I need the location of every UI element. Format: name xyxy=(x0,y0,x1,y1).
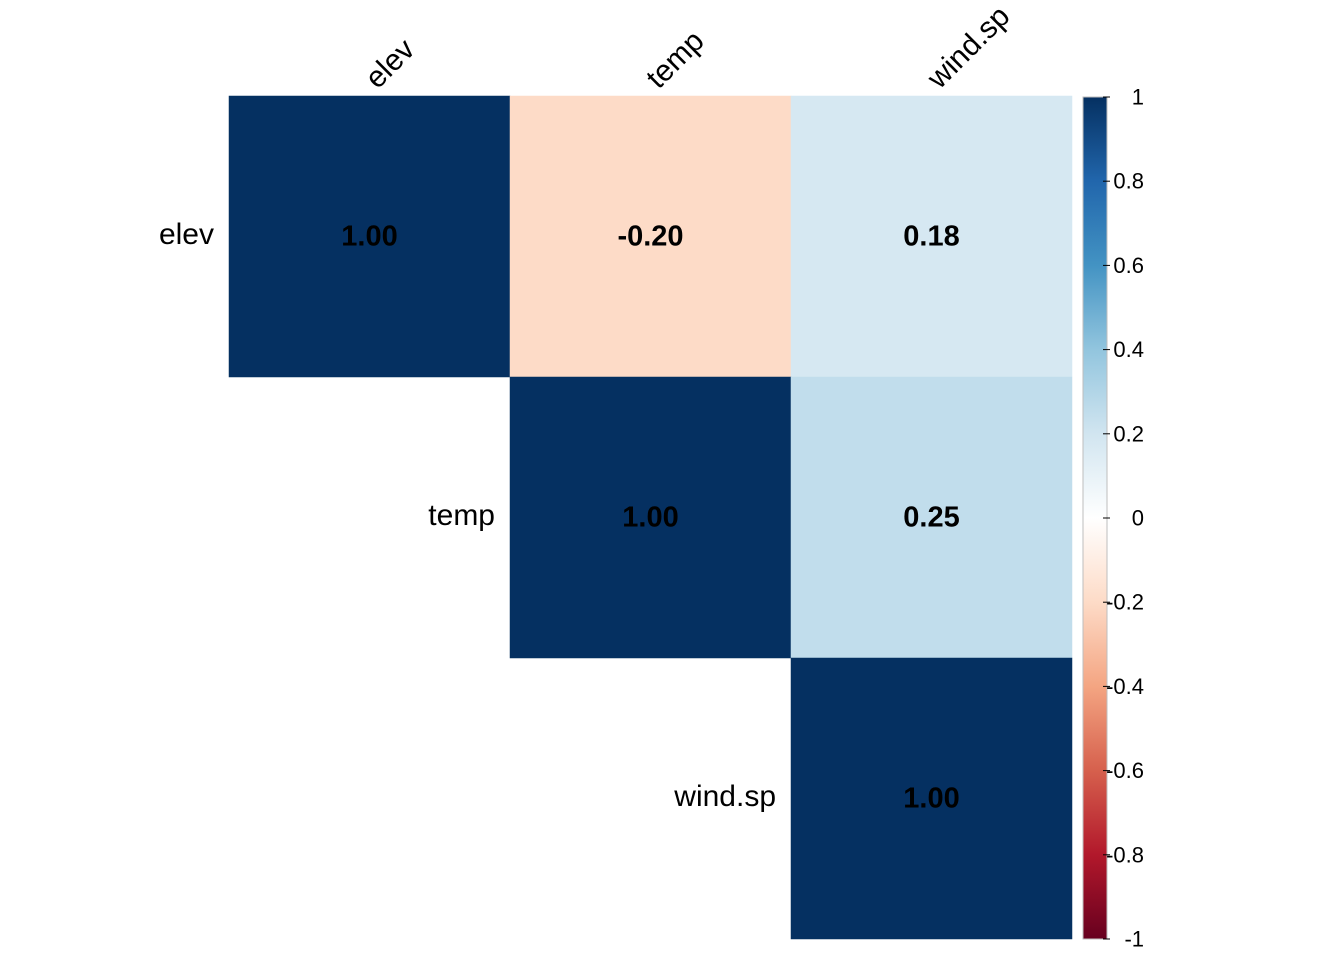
row-labels: elev temp wind.sp xyxy=(159,218,776,813)
colorbar-tick-label: -0.2 xyxy=(1106,590,1144,615)
row-label-elev: elev xyxy=(159,218,214,251)
colorbar-tick-label: -0.8 xyxy=(1106,842,1144,867)
colorbar-tick-label: 0 xyxy=(1132,506,1144,531)
cell-value-elev-temp: -0.20 xyxy=(617,221,683,253)
colorbar-tick-label: 0.2 xyxy=(1113,421,1144,446)
cell-values: 1.00 -0.20 0.18 1.00 0.25 1.00 xyxy=(341,221,959,815)
colorbar-tick-label: -0.4 xyxy=(1106,674,1144,699)
colorbar-tick-label: 0.6 xyxy=(1113,253,1144,278)
cell-elev-elev xyxy=(228,95,511,378)
col-label-temp: temp xyxy=(640,24,711,95)
colorbar-tick-label: 0.8 xyxy=(1113,169,1144,194)
cell-value-temp-temp: 1.00 xyxy=(622,502,678,534)
colorbar-tick-label: -1 xyxy=(1124,927,1144,952)
col-label-wind-sp: wind.sp xyxy=(920,0,1016,96)
cell-temp-temp xyxy=(509,376,792,659)
col-label-elev: elev xyxy=(359,33,421,95)
cell-elev-temp xyxy=(509,95,792,378)
colorbar-ticks: 1 0.8 0.6 0.4 0.2 0 -0.2 -0.4 -0.6 -0.8 -1 xyxy=(1103,85,1144,952)
cell-temp-wind-sp xyxy=(790,376,1073,659)
colorbar-tick-label: 0.4 xyxy=(1113,337,1144,362)
colorbar-tick-label: -0.6 xyxy=(1106,758,1144,783)
cell-value-elev-elev: 1.00 xyxy=(341,221,397,253)
cell-value-wind-sp-wind-sp: 1.00 xyxy=(903,783,959,815)
colorbar: 1 0.8 0.6 0.4 0.2 0 -0.2 -0.4 -0.6 -0.8 -1 xyxy=(1082,85,1144,952)
cell-wind-sp-wind-sp xyxy=(790,657,1073,940)
cell-value-elev-wind-sp: 0.18 xyxy=(903,221,959,253)
colorbar-tick-label: 1 xyxy=(1132,85,1144,110)
cell-value-temp-wind-sp: 0.25 xyxy=(903,502,959,534)
row-label-temp: temp xyxy=(428,499,495,532)
column-labels: elev temp wind.sp xyxy=(359,0,1016,96)
cell-elev-wind-sp xyxy=(790,95,1073,378)
cells-layer xyxy=(228,95,1073,940)
row-label-wind-sp: wind.sp xyxy=(673,780,776,813)
